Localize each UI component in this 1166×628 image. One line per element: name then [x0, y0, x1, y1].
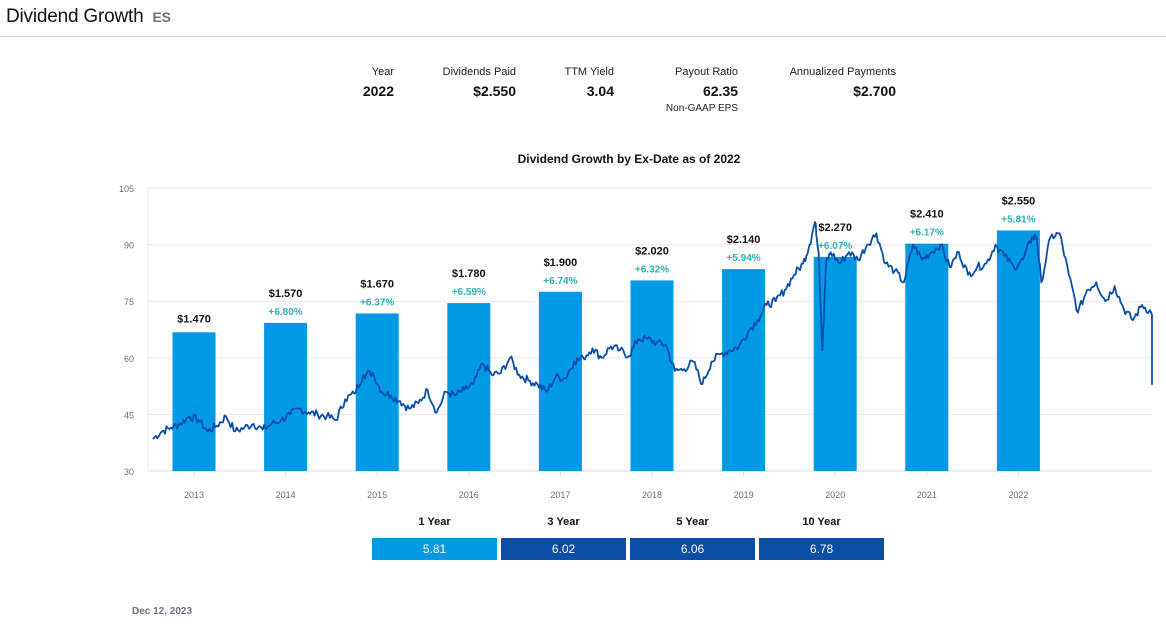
stat-label: Year: [371, 66, 394, 78]
y-tick-label: 45: [124, 410, 134, 420]
bar-value-label: $2.550: [1002, 195, 1036, 207]
growth-3-year: 3 Year 6.02: [501, 516, 626, 560]
bar: [996, 230, 1040, 471]
bar-labels: $1.470 $1.570 +6.80% $1.670 +6.37% $1.780 +6.5…: [177, 195, 1035, 325]
page-title: Dividend Growth ES: [6, 6, 171, 28]
stat-ttm-yield: TTM Yield 3.04: [564, 66, 614, 99]
bar-value-label: $2.270: [818, 222, 852, 234]
x-tick-label: 2019: [734, 490, 754, 500]
x-tick-label: 2017: [550, 490, 570, 500]
bar-growth-label: +6.37%: [360, 297, 394, 308]
bar: [264, 322, 308, 471]
ticker-symbol: ES: [152, 9, 171, 25]
bar: [172, 332, 216, 471]
growth-period-label: 1 Year: [418, 516, 451, 528]
dividend-stats: Year 2022 Dividends Paid $2.550 TTM Yiel…: [0, 66, 1166, 126]
bar-value-label: $2.410: [910, 209, 944, 221]
stat-year: Year 2022: [363, 66, 394, 99]
y-axis: 30 45 60 75 90 105: [119, 184, 134, 477]
x-axis: 2013 2014 2015 2016 2017 2018 2019 2020 2021 2022: [184, 471, 1028, 500]
x-tick-label: 2020: [825, 490, 845, 500]
bar-growth-label: +6.17%: [910, 228, 944, 239]
bar-value-label: $1.470: [177, 313, 211, 325]
stat-dividends-paid: Dividends Paid $2.550: [443, 66, 516, 99]
y-tick-label: 105: [119, 184, 134, 194]
stat-payout-ratio: Payout Ratio 62.35 Non-GAAP EPS: [666, 66, 738, 114]
price-line: [152, 221, 1153, 440]
bar-growth-label: +6.32%: [635, 264, 669, 275]
x-tick-label: 2018: [642, 490, 662, 500]
y-tick-label: 60: [124, 354, 134, 364]
growth-value: 6.06: [630, 538, 755, 560]
bar-value-label: $1.780: [452, 268, 486, 280]
stat-value: 2022: [362, 83, 394, 99]
growth-period-label: 5 Year: [676, 516, 709, 528]
bar-growth-label: +5.94%: [726, 253, 760, 264]
price-line-path: [152, 221, 1153, 440]
x-tick-label: 2022: [1008, 490, 1028, 500]
chart-title: Dividend Growth by Ex-Date as of 2022: [517, 152, 741, 166]
bar: [722, 269, 766, 471]
page-header: Dividend Growth ES: [0, 0, 1166, 37]
stat-value: $2.700: [853, 83, 896, 99]
growth-value: 6.02: [501, 538, 626, 560]
x-tick-label: 2015: [367, 490, 387, 500]
y-tick-label: 90: [124, 241, 134, 251]
bar: [630, 280, 674, 471]
growth-1-year: 1 Year 5.81: [372, 516, 497, 560]
growth-value: 6.78: [759, 538, 884, 560]
bar-value-label: $1.900: [544, 257, 578, 269]
bar: [355, 313, 399, 471]
stat-value: $2.550: [473, 83, 516, 99]
bar-growth-label: +6.80%: [268, 307, 302, 318]
bar-growth-label: +6.59%: [452, 287, 486, 298]
bar-growth-label: +6.74%: [543, 276, 577, 287]
bar-value-label: $2.020: [635, 245, 669, 257]
stat-sublabel: Non-GAAP EPS: [665, 103, 738, 114]
as-of-date: Dec 12, 2023: [132, 606, 193, 617]
stat-label: TTM Yield: [564, 66, 614, 78]
stat-label: Dividends Paid: [442, 66, 516, 78]
stat-annualized-payments: Annualized Payments $2.700: [790, 66, 896, 99]
bar-growth-label: +6.07%: [818, 241, 852, 252]
y-tick-label: 75: [124, 297, 134, 307]
stat-value: 3.04: [586, 83, 614, 99]
x-tick-label: 2021: [917, 490, 937, 500]
bar-growth-label: +5.81%: [1001, 214, 1035, 225]
bar-value-label: $1.670: [360, 278, 394, 290]
growth-value: 5.81: [372, 538, 497, 560]
growth-period-label: 3 Year: [547, 516, 580, 528]
growth-period-label: 10 Year: [802, 516, 841, 528]
bar: [905, 243, 949, 471]
growth-5-year: 5 Year 6.06: [630, 516, 755, 560]
growth-10-year: 10 Year 6.78: [759, 516, 884, 560]
x-tick-label: 2014: [276, 490, 296, 500]
stat-value: 62.35: [702, 83, 738, 99]
y-tick-label: 30: [124, 467, 134, 477]
page-title-text: Dividend Growth: [6, 6, 144, 27]
bar-value-label: $2.140: [727, 234, 761, 246]
x-tick-label: 2013: [184, 490, 204, 500]
stat-label: Payout Ratio: [675, 66, 738, 78]
stat-label: Annualized Payments: [789, 66, 896, 78]
x-tick-label: 2016: [459, 490, 479, 500]
bar-value-label: $1.570: [269, 288, 303, 300]
